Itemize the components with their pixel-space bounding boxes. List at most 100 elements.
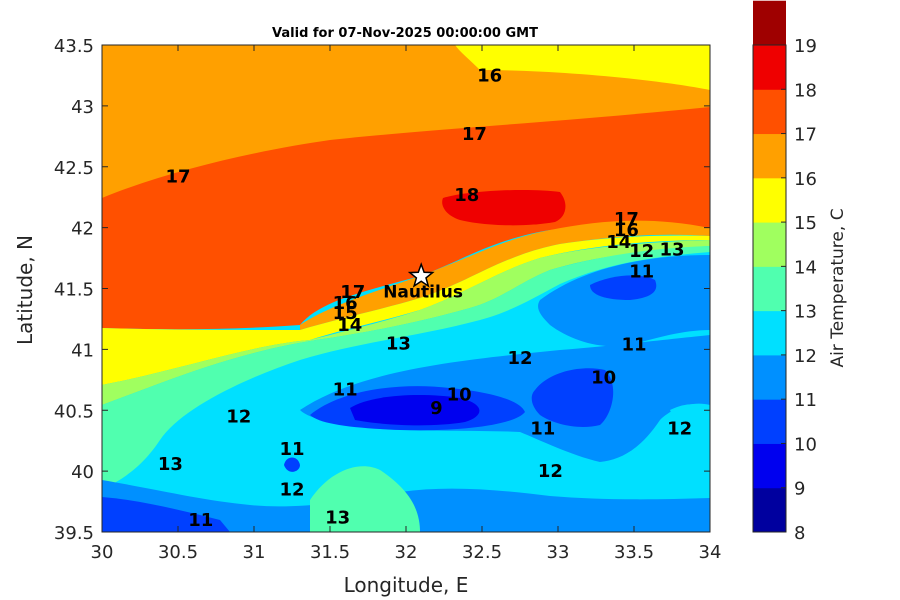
y-tick-label: 40	[71, 462, 94, 483]
band-12-13-south	[310, 466, 420, 532]
colorbar-tick-label: 14	[794, 257, 817, 278]
colorbar-tick-label: 9	[794, 479, 805, 500]
y-tick-label: 43.5	[54, 36, 94, 57]
contour-label: 12	[279, 479, 304, 500]
colorbar-swatch	[753, 133, 786, 179]
band-9-10-southwest	[102, 497, 230, 532]
contour-label: 12	[629, 241, 654, 262]
temperature-field	[102, 45, 710, 532]
contour-label: 13	[386, 333, 411, 354]
colorbar-tick-label: 16	[794, 169, 817, 190]
colorbar-swatch	[753, 89, 786, 135]
colorbar-tick-label: 17	[794, 125, 817, 146]
nautilus-marker: Nautilus	[383, 262, 463, 302]
contour-label: 12	[667, 419, 692, 440]
marker-label: Nautilus	[383, 282, 463, 302]
contour-label: 17	[165, 166, 190, 187]
colorbar-tick-label: 19	[794, 36, 817, 57]
band-13-14	[102, 246, 710, 490]
contour-label: 16	[477, 65, 502, 86]
chart-title: Valid for 07-Nov-2025 00:00:00 GMT	[272, 26, 538, 41]
colorbar-tick-label: 18	[794, 80, 817, 101]
band-16-17-lower	[300, 220, 710, 330]
colorbar: 8 9 10 11 12 13 14 15 16 17 18 19	[752, 0, 817, 544]
y-tick-label: 39.5	[54, 523, 94, 544]
band-10-11-north	[538, 255, 710, 347]
y-tick-label: 42	[71, 219, 94, 240]
x-tick-label: 32.5	[462, 542, 502, 563]
contour-label: 17	[462, 124, 487, 145]
contour-label: 16	[333, 293, 358, 314]
colorbar-swatch	[753, 177, 786, 223]
contour-label: 11	[621, 335, 646, 356]
contour-label: 9	[430, 398, 443, 419]
band-9-10-east	[531, 368, 614, 427]
star-icon	[407, 262, 435, 288]
contour-label: 11	[188, 510, 213, 531]
colorbar-tick-label: 8	[794, 523, 805, 544]
band-17-18	[102, 107, 710, 330]
colorbar-tick-label: 15	[794, 213, 817, 234]
colorbar-swatch	[753, 222, 786, 267]
contour-label: 11	[279, 439, 304, 460]
y-axis-label: Latitude, N	[13, 235, 37, 345]
contour-label: 17	[614, 209, 639, 230]
contour-label: 16	[614, 220, 639, 241]
band-9-10-north	[590, 275, 657, 300]
contour-label: 13	[158, 454, 183, 475]
contour-label: 11	[333, 380, 358, 401]
x-axis-label: Longitude, E	[344, 573, 469, 597]
contour-label: 12	[507, 348, 532, 369]
colorbar-tick-label: 10	[794, 434, 817, 455]
axis-ticks: 30 30.5 31 31.5 32 32.5 33 33.5 34 39.5 40 40.5 41 41…	[54, 36, 722, 563]
contour-label: 11	[629, 261, 654, 282]
band-18-19	[442, 190, 566, 226]
band-14-15	[102, 240, 710, 405]
colorbar-swatch	[753, 0, 786, 46]
y-tick-label: 41	[71, 340, 94, 361]
x-tick-label: 30.5	[158, 542, 198, 563]
contour-label: 15	[333, 303, 358, 324]
x-tick-label: 31	[243, 542, 266, 563]
colorbar-swatch	[753, 310, 786, 356]
band-15-16-lower	[102, 235, 710, 385]
colorbar-tick-label: 11	[794, 390, 817, 411]
contour-label: 18	[454, 185, 479, 206]
colorbar-swatch	[753, 354, 786, 400]
contour-label: 10	[591, 367, 616, 388]
contour-label: 14	[606, 232, 631, 253]
y-tick-label: 40.5	[54, 401, 94, 422]
colorbar-tick-label: 13	[794, 302, 817, 323]
x-tick-label: 34	[699, 542, 722, 563]
x-tick-label: 33.5	[614, 542, 654, 563]
contour-label: 12	[538, 461, 563, 482]
colorbar-swatch	[753, 443, 786, 489]
contour-label: 10	[447, 384, 472, 405]
band-8-9-center	[350, 395, 480, 426]
colorbar-label: Air Temperature, C	[828, 208, 848, 367]
contour-label: 12	[226, 406, 251, 427]
x-tick-label: 33	[547, 542, 570, 563]
x-tick-label: 31.5	[310, 542, 350, 563]
colorbar-swatch	[753, 399, 786, 444]
y-tick-label: 41.5	[54, 280, 94, 301]
y-tick-label: 43	[71, 97, 94, 118]
contour-label: 17	[340, 282, 365, 303]
band-9-10-small	[284, 457, 300, 472]
band-15-16	[455, 45, 710, 90]
x-tick-label: 30	[91, 542, 114, 563]
contour-label: 11	[530, 419, 555, 440]
colorbar-tick-label: 12	[794, 346, 817, 367]
colorbar-frame	[752, 44, 787, 533]
contour-label: 13	[325, 507, 350, 528]
contour-label: 14	[337, 315, 362, 336]
x-tick-label: 32	[395, 542, 418, 563]
colorbar-swatch	[753, 487, 786, 533]
y-tick-label: 42.5	[54, 158, 94, 179]
contour-label: 13	[659, 240, 684, 261]
band-12-13-east	[670, 404, 710, 450]
colorbar-swatch	[753, 266, 786, 312]
colorbar-swatch	[753, 45, 786, 90]
